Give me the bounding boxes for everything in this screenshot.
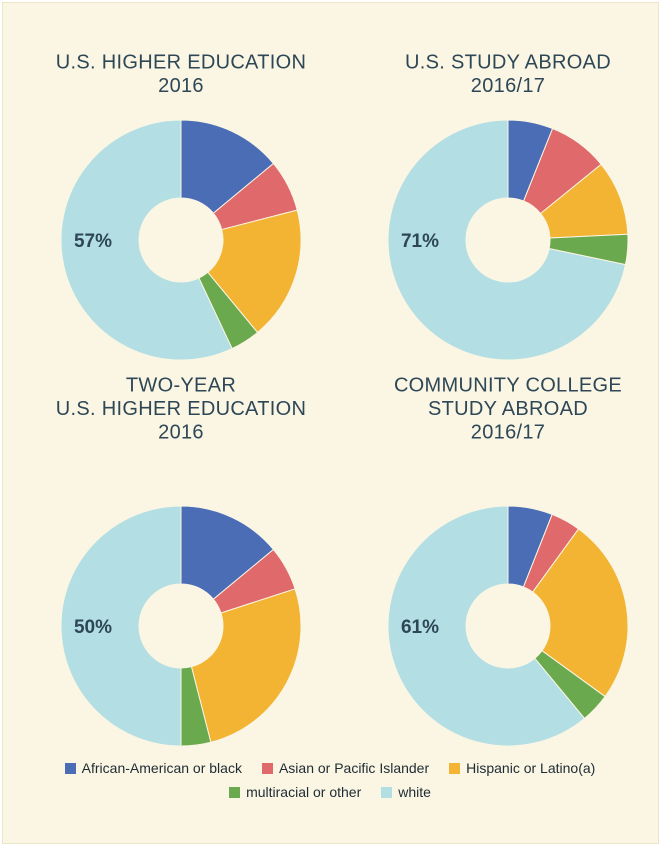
legend-item: Hispanic or Latino(a): [449, 760, 595, 776]
chart-title: TWO-YEAR: [126, 374, 236, 396]
pie-slice: [531, 528, 629, 698]
chart-title: U.S. HIGHER EDUCATION: [56, 398, 306, 420]
legend-item: white: [381, 784, 431, 800]
slice-label: 50%: [74, 617, 112, 638]
legend-label: white: [398, 784, 431, 800]
legend-label: African-American or black: [81, 760, 242, 776]
pie-slice: [180, 119, 275, 214]
chart-title: 2016: [158, 421, 204, 443]
pie-slice: [60, 119, 233, 361]
pie-slice: [387, 119, 627, 361]
pie-slice: [60, 505, 182, 747]
pie-slice: [207, 209, 302, 334]
chart-title: 2016/17: [471, 75, 545, 97]
chart-title: 2016/17: [471, 421, 545, 443]
legend-item: African-American or black: [64, 760, 242, 776]
legend-label: Asian or Pacific Islander: [278, 760, 430, 776]
legend: African-American or black Asian or Pacifi…: [40, 760, 620, 800]
pie-slice: [190, 588, 302, 743]
slice-label: 57%: [74, 231, 112, 252]
slice-label: 61%: [401, 617, 439, 638]
chart-title: 2016: [158, 75, 204, 97]
legend-swatch: [261, 762, 273, 774]
chart-title: COMMUNITY COLLEGE: [394, 374, 622, 396]
legend-item: Asian or Pacific Islander: [261, 760, 430, 776]
pie-slice: [180, 505, 275, 600]
chart-title: U.S. HIGHER EDUCATION: [56, 51, 306, 73]
legend-swatch: [449, 762, 461, 774]
chart-title: STUDY ABROAD: [428, 398, 588, 420]
legend-label: Hispanic or Latino(a): [466, 760, 596, 776]
chart-title: U.S. STUDY ABROAD: [405, 51, 611, 73]
legend-label: multiracial or other: [246, 784, 362, 800]
legend-swatch: [64, 762, 76, 774]
legend-item: multiracial or other: [229, 784, 361, 800]
slice-label: 71%: [401, 231, 439, 252]
legend-swatch: [381, 786, 393, 798]
pie-slice: [387, 505, 586, 747]
legend-swatch: [229, 786, 241, 798]
